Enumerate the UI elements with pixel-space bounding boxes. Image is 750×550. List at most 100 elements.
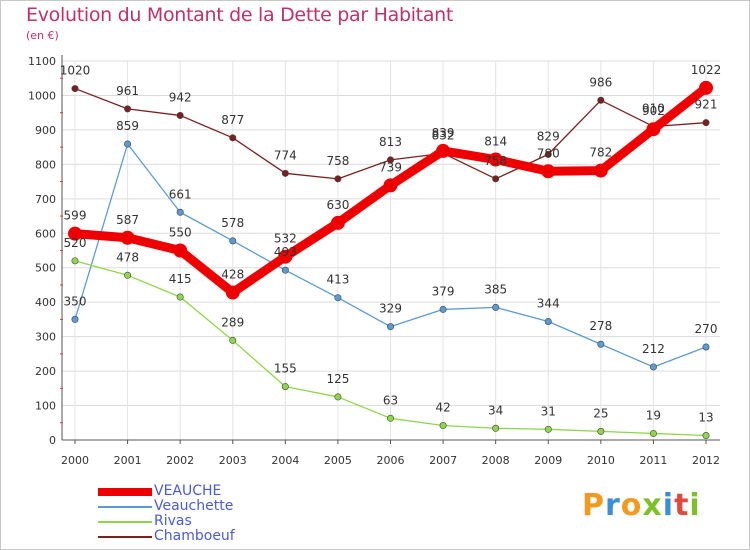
legend-swatch-rivas [98,521,152,523]
data-label: 961 [116,84,139,98]
data-label: 125 [326,372,349,386]
legend-swatch-chamboeuf [98,536,152,538]
data-point [702,343,710,351]
legend-label: Rivas [154,513,192,529]
data-point [597,427,605,435]
data-point [488,152,503,167]
y-tick-label: 900 [35,124,56,137]
data-label: 289 [221,315,244,329]
x-tick-label: 2007 [429,454,457,467]
data-point [541,164,556,179]
proxiti-logo: Proxiti [582,488,701,523]
y-tick-label: 1100 [28,55,56,68]
data-point [386,323,394,331]
data-label: 1020 [60,64,91,78]
data-label: 813 [379,135,402,149]
data-label: 31 [541,404,556,418]
data-label: 42 [435,401,450,415]
data-point [229,336,237,344]
data-label: 379 [432,284,455,298]
data-label: 661 [169,187,192,201]
data-point [436,143,451,158]
logo-letter: t [674,488,690,523]
data-label: 599 [64,209,87,223]
data-point [71,315,79,323]
data-label: 493 [274,245,297,259]
data-point [124,271,132,279]
data-point [492,175,500,183]
y-tick-label: 600 [35,227,56,240]
data-point [492,303,500,311]
data-point [281,169,289,177]
data-point [439,305,447,313]
y-tick-label: 0 [49,434,56,447]
x-tick-label: 2006 [377,454,405,467]
data-label: 774 [274,148,297,162]
x-tick-label: 2003 [219,454,247,467]
y-tick-label: 800 [35,158,56,171]
x-tick-label: 2011 [639,454,667,467]
data-label: 780 [537,146,560,160]
chart-subtitle: (en €) [26,29,59,42]
data-label: 34 [488,403,503,417]
data-label: 578 [221,216,244,230]
data-label: 212 [642,342,665,356]
data-label: 814 [484,135,507,149]
data-point [492,424,500,432]
legend-label: Chamboeuf [154,528,235,544]
x-tick-label: 2002 [166,454,194,467]
data-label: 415 [169,272,192,286]
data-label: 1022 [691,63,722,77]
data-point [544,150,552,158]
data-label: 329 [379,302,402,316]
data-label: 942 [169,90,192,104]
data-label: 832 [432,128,455,142]
data-point [439,422,447,430]
data-point [699,80,713,95]
y-tick-label: 200 [35,365,56,378]
data-label: 587 [116,213,139,227]
data-point [278,249,293,264]
data-point [544,425,552,433]
logo-letter: x [642,488,663,523]
x-tick-label: 2005 [324,454,352,467]
data-label: 19 [646,408,661,422]
data-label: 413 [326,273,349,287]
y-tick-label: 500 [35,262,56,275]
data-label: 278 [589,319,612,333]
y-tick-label: 1000 [28,89,56,102]
data-label: 344 [537,296,560,310]
data-label: 986 [589,75,612,89]
logo-letter: i [662,488,675,523]
data-point [71,85,79,93]
data-point [176,293,184,301]
data-point [597,340,605,348]
x-tick-label: 2004 [271,454,299,467]
data-point [334,294,342,302]
data-point [229,134,237,142]
legend-label: VEAUCHE [154,483,222,499]
data-label: 270 [695,322,718,336]
x-tick-label: 2010 [587,454,615,467]
y-tick-label: 100 [35,400,56,413]
data-point [176,208,184,216]
data-point [173,243,188,258]
data-label: 155 [274,362,297,376]
data-point [593,163,608,178]
y-tick-label: 700 [35,193,56,206]
data-label: 839 [432,126,455,140]
data-point [702,119,710,127]
data-label: 532 [274,232,297,246]
data-label: 782 [589,146,612,160]
chart-title: Evolution du Montant de la Dette par Hab… [26,4,454,26]
data-point [702,432,710,440]
x-tick-label: 2001 [114,454,142,467]
legend-swatch-veauchette [98,506,152,508]
legend-label: Veauchette [154,498,234,514]
data-label: 829 [537,129,560,143]
data-point [68,226,82,241]
data-label: 859 [116,119,139,133]
data-point [334,393,342,401]
legend-swatch-veauche [98,488,152,496]
